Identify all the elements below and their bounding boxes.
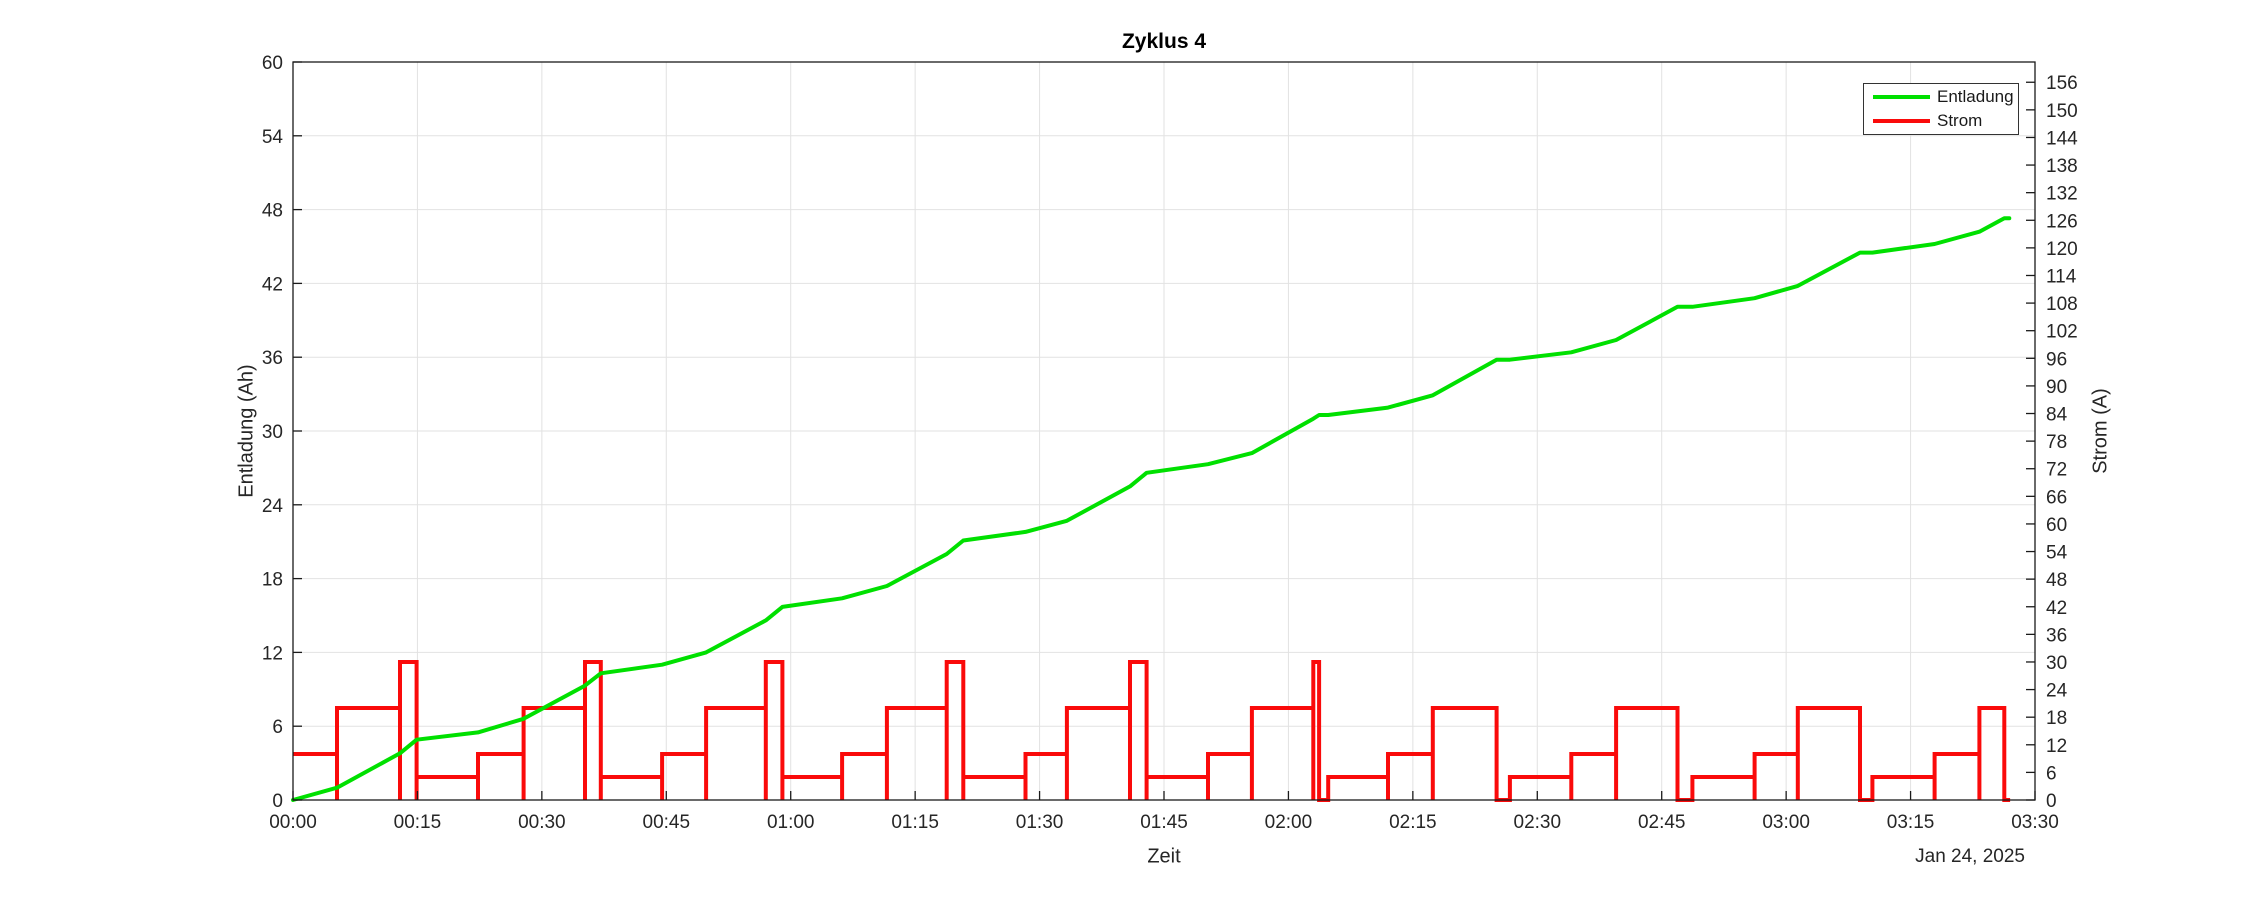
x-tick-label: 00:15 — [394, 812, 442, 833]
y-right-tick-label: 144 — [2046, 128, 2078, 149]
y-right-tick-label: 54 — [2046, 543, 2068, 564]
y-right-tick-label: 114 — [2046, 266, 2077, 287]
legend-label-strom: Strom — [1937, 111, 1983, 131]
y-right-tick-label: 78 — [2046, 432, 2067, 453]
x-tick-label: 03:00 — [1762, 812, 1810, 833]
y-left-tick-label: 18 — [262, 570, 283, 591]
entladung-line — [291, 216, 2012, 802]
y-right-tick-label: 156 — [2046, 73, 2078, 94]
x-tick-label: 01:30 — [1016, 812, 1064, 833]
legend-item-entladung: Entladung — [1864, 85, 2018, 109]
y-right-tick-label: 0 — [2046, 791, 2057, 812]
x-tick-label: 02:15 — [1389, 812, 1437, 833]
chart-title: Zyklus 4 — [1121, 30, 1207, 53]
tick-labels: 00:00 00:15 00:30 00:45 01:00 01:15 01:30 01:45… — [262, 53, 2078, 833]
y-right-tick-label: 84 — [2046, 405, 2068, 426]
y-right-tick-label: 102 — [2046, 322, 2078, 343]
x-tick-label: 01:00 — [767, 812, 815, 833]
y-left-tick-label: 36 — [262, 348, 283, 369]
x-tick-label: 00:45 — [643, 812, 691, 833]
y-right-tick-label: 12 — [2046, 736, 2067, 757]
x-tick-label: 00:30 — [518, 812, 566, 833]
y-right-tick-label: 18 — [2046, 708, 2067, 729]
x-tick-label: 00:00 — [269, 812, 317, 833]
y-left-tick-label: 6 — [272, 717, 283, 738]
y-right-tick-label: 42 — [2046, 598, 2067, 619]
x-tick-label: 02:00 — [1265, 812, 1313, 833]
y-right-tick-label: 48 — [2046, 570, 2067, 591]
x-tick-label: 03:30 — [2011, 812, 2059, 833]
y-right-tick-label: 36 — [2046, 625, 2067, 646]
y-left-tick-label: 30 — [262, 422, 283, 443]
y-right-tick-label: 126 — [2046, 211, 2078, 232]
y-right-tick-label: 60 — [2046, 515, 2067, 536]
strom-line-swatch — [1873, 119, 1930, 124]
y-left-tick-label: 60 — [262, 53, 283, 74]
y-left-tick-label: 48 — [262, 201, 283, 222]
x-axis-label: Zeit — [1147, 845, 1181, 868]
grid-lines — [292, 61, 2036, 801]
x-tick-label: 03:15 — [1887, 812, 1935, 833]
y-right-tick-label: 72 — [2046, 460, 2067, 481]
legend: Entladung Strom — [1863, 83, 2019, 135]
legend-item-strom: Strom — [1864, 109, 2018, 133]
y-right-tick-label: 24 — [2046, 681, 2068, 702]
x-tick-label: 01:15 — [891, 812, 939, 833]
y-axis-label-left: Entladung (Ah) — [235, 364, 258, 498]
strom-line — [293, 660, 2011, 802]
y-right-tick-label: 66 — [2046, 487, 2067, 508]
x-tick-label: 02:30 — [1514, 812, 1562, 833]
entladung-line-swatch — [1873, 94, 1930, 99]
y-left-tick-label: 24 — [262, 496, 284, 517]
y-right-tick-label: 150 — [2046, 101, 2078, 122]
tick-marks — [292, 61, 2036, 801]
y-axis-label-right: Strom (A) — [2089, 388, 2112, 474]
x-tick-label: 02:45 — [1638, 812, 1686, 833]
y-left-tick-label: 54 — [262, 127, 284, 148]
y-left-tick-label: 0 — [272, 791, 283, 812]
y-right-tick-label: 30 — [2046, 653, 2067, 674]
y-right-tick-label: 90 — [2046, 377, 2067, 398]
y-left-tick-label: 42 — [262, 274, 283, 295]
x-tick-label: 01:45 — [1140, 812, 1188, 833]
y-right-tick-label: 6 — [2046, 763, 2057, 784]
date-label: Jan 24, 2025 — [1915, 846, 2025, 867]
legend-label-entladung: Entladung — [1937, 86, 2014, 106]
y-left-tick-label: 12 — [262, 643, 283, 664]
y-right-tick-label: 138 — [2046, 156, 2078, 177]
y-right-tick-label: 132 — [2046, 184, 2078, 205]
y-right-tick-label: 108 — [2046, 294, 2078, 315]
y-right-tick-label: 120 — [2046, 239, 2078, 260]
y-right-tick-label: 96 — [2046, 349, 2067, 370]
